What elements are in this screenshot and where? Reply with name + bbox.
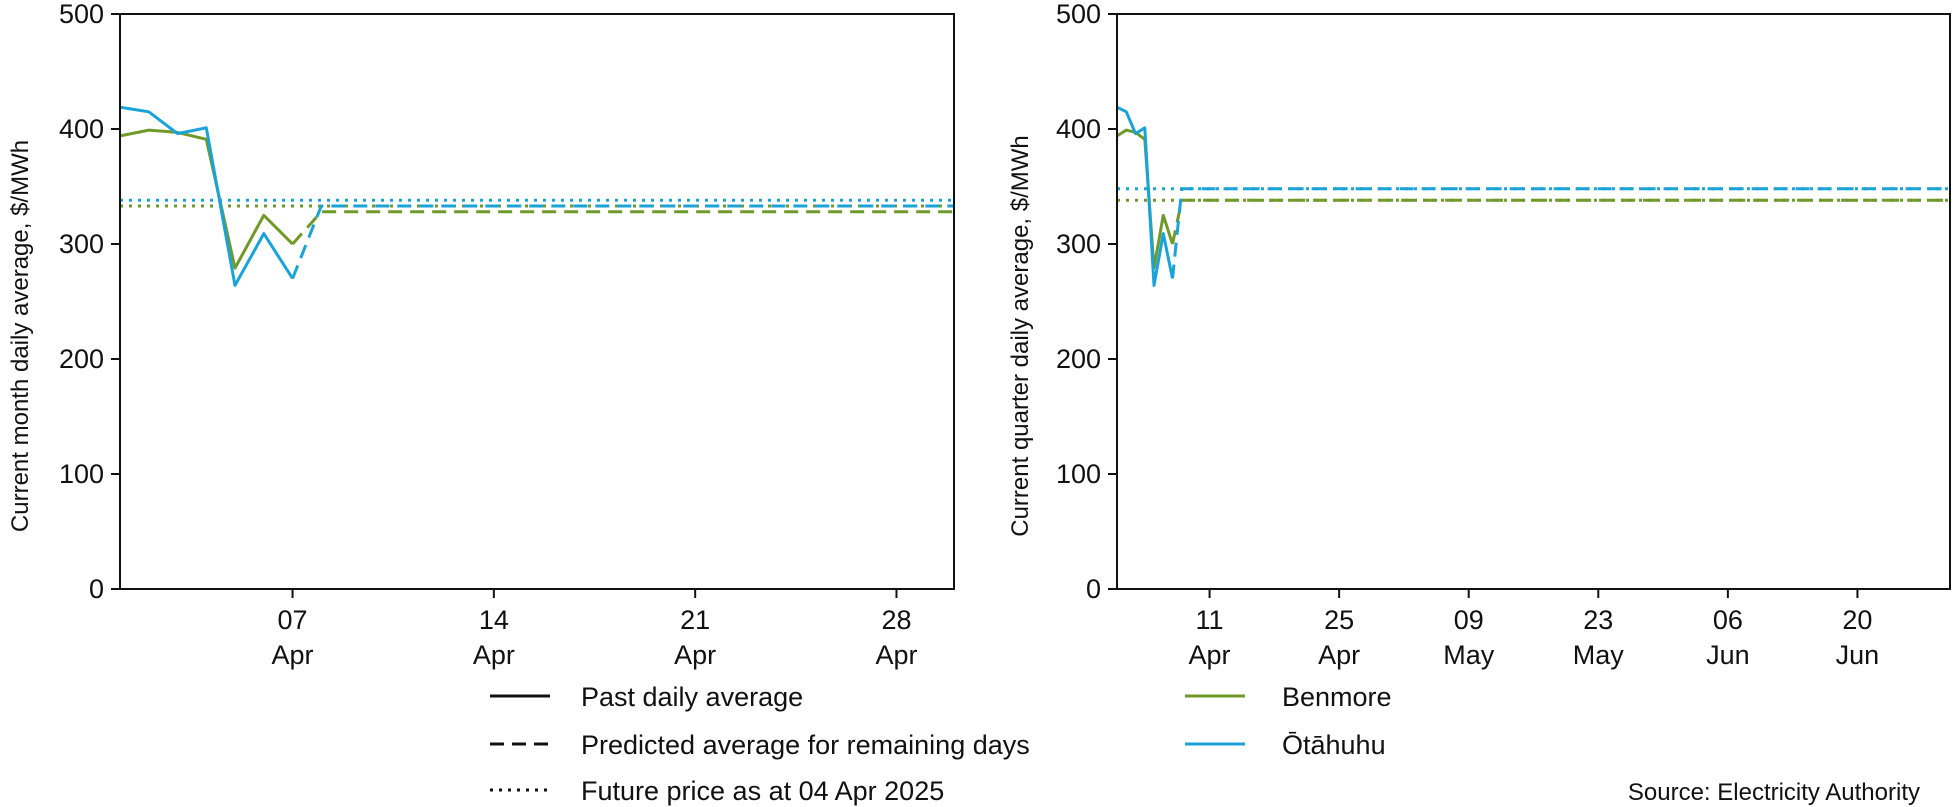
left-series-benmore-solid — [119, 128, 294, 270]
right-y-axis-label: Current quarter daily average, $/MWh — [1007, 135, 1034, 537]
legend-item-otahuhu: Ōtāhuhu — [1185, 730, 1386, 760]
right-x-tick-day: 06 — [1713, 605, 1743, 635]
left-x-tick-month: Apr — [473, 640, 515, 670]
right-y-tick-label: 0 — [1086, 574, 1101, 604]
left-y-tick-label: 300 — [59, 229, 104, 259]
left-y-axis-label: Current month daily average, $/MWh — [7, 140, 34, 532]
right-y-tick-label: 300 — [1056, 229, 1101, 259]
right-x-tick-day: 23 — [1583, 605, 1613, 635]
left-x-tick-month: Apr — [674, 640, 716, 670]
left-y-tick-label: 0 — [89, 574, 104, 604]
right-y-tick-label: 400 — [1056, 114, 1101, 144]
right-x-tick-day: 09 — [1454, 605, 1484, 635]
right-x-tick-month: Jun — [1706, 640, 1750, 670]
right-series-benmore-dashed — [1171, 198, 1950, 245]
right-x-tick-day: 25 — [1324, 605, 1354, 635]
left-y-tick-label: 100 — [59, 459, 104, 489]
right-x-tick-day: 20 — [1842, 605, 1872, 635]
left-chart-panel: Current month daily average, $/MWh 0 100 2… — [7, 0, 955, 670]
right-y-tick-label: 500 — [1056, 0, 1101, 29]
right-series-otahuhu-solid — [1116, 105, 1174, 287]
right-y-ticks: 0 100 200 300 400 500 — [1056, 0, 1117, 604]
legend-item-past: Past daily average — [490, 682, 803, 712]
right-x-tick-month: Jun — [1836, 640, 1880, 670]
legend-item-predicted: Predicted average for remaining days — [490, 730, 1030, 760]
source-note: Source: Electricity Authority — [1628, 779, 1920, 806]
right-chart-panel: Current quarter daily average, $/MWh 0 10… — [1007, 0, 1951, 670]
right-x-tick-month: Apr — [1189, 640, 1231, 670]
right-x-ticks: 11 Apr 25 Apr 09 May 23 May 06 Jun 20 Jun — [1189, 589, 1880, 670]
left-series-benmore-dashed — [291, 210, 954, 245]
left-series-otahuhu-dashed — [291, 204, 954, 280]
left-x-tick-month: Apr — [875, 640, 917, 670]
right-y-tick-label: 100 — [1056, 459, 1101, 489]
left-x-tick-day: 07 — [278, 605, 308, 635]
left-x-tick-month: Apr — [272, 640, 314, 670]
right-x-tick-month: May — [1573, 640, 1625, 670]
left-series-lines — [119, 105, 954, 287]
legend-nodes: Benmore Ōtāhuhu — [1185, 682, 1392, 760]
left-y-ticks: 0 100 200 300 400 500 — [59, 0, 120, 604]
legend-future-label: Future price as at 04 Apr 2025 — [581, 776, 944, 806]
right-series-otahuhu-dashed — [1171, 187, 1950, 279]
right-x-tick-month: May — [1443, 640, 1495, 670]
legend-otahuhu-label: Ōtāhuhu — [1282, 730, 1386, 760]
legend-item-future: Future price as at 04 Apr 2025 — [490, 776, 944, 806]
left-x-tick-day: 28 — [881, 605, 911, 635]
right-plot-frame — [1116, 13, 1951, 590]
left-y-tick-label: 200 — [59, 344, 104, 374]
left-plot-frame — [119, 13, 955, 590]
right-series-lines — [1116, 105, 1950, 287]
legend-benmore-label: Benmore — [1282, 682, 1392, 712]
left-series-otahuhu-solid — [119, 105, 294, 287]
legend-line-styles: Past daily average Predicted average for… — [490, 682, 1030, 806]
legend-predicted-label: Predicted average for remaining days — [581, 730, 1030, 760]
left-y-tick-label: 400 — [59, 114, 104, 144]
left-y-tick-label: 500 — [59, 0, 104, 29]
right-x-tick-month: Apr — [1318, 640, 1360, 670]
right-y-tick-label: 200 — [1056, 344, 1101, 374]
legend-item-benmore: Benmore — [1185, 682, 1392, 712]
left-x-tick-day: 21 — [680, 605, 710, 635]
right-x-tick-day: 11 — [1196, 605, 1224, 635]
legend-past-label: Past daily average — [581, 682, 803, 712]
left-x-tick-day: 14 — [479, 605, 509, 635]
left-x-ticks: 07 Apr 14 Apr 21 Apr 28 Apr — [272, 589, 917, 670]
